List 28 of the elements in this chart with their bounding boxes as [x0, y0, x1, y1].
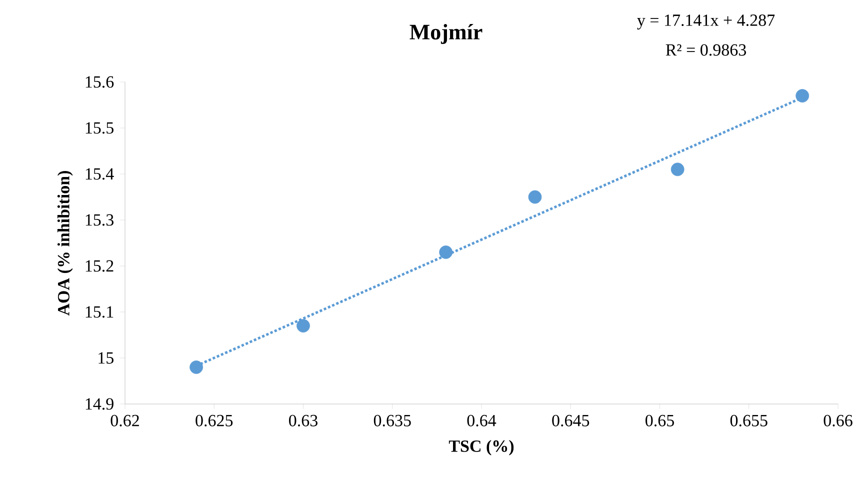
x-tick-label: 0.625	[196, 414, 233, 426]
y-axis-title: AOA (% inhibition)	[57, 171, 73, 316]
text: y = 17.141x + 4.287	[637, 14, 775, 30]
y-tick-label: 15.4	[86, 168, 114, 180]
x-tick-label: 0.645	[552, 414, 590, 426]
x-tick-label: 0.66	[824, 414, 852, 426]
y-tick-label: 14.9	[86, 398, 114, 410]
point	[670, 162, 684, 176]
y-tick-label: 15.1	[86, 306, 114, 318]
x-tick-label: 0.635	[374, 414, 411, 426]
y-tick-label: 15.3	[86, 214, 114, 226]
x-tick-label: 0.655	[730, 414, 768, 426]
point	[190, 360, 203, 374]
y-tick-label: 15.5	[86, 122, 114, 134]
x-tick-label: 0.62	[110, 414, 139, 426]
x-tick-label: 0.64	[467, 414, 496, 426]
x-axis-title: TSC (%)	[448, 440, 514, 456]
point	[439, 246, 453, 259]
chart-title: Mojmír	[410, 24, 482, 44]
text: R² = 0.9863	[666, 44, 746, 56]
y-tick-label: 15.2	[86, 260, 114, 272]
y-tick-label: 15.6	[86, 76, 114, 88]
point	[796, 89, 810, 102]
y-tick-label: 15	[98, 352, 114, 364]
point	[528, 190, 542, 204]
x-tick-label: 0.63	[289, 414, 318, 426]
x-tick-label: 0.65	[646, 414, 674, 426]
point	[296, 319, 310, 332]
